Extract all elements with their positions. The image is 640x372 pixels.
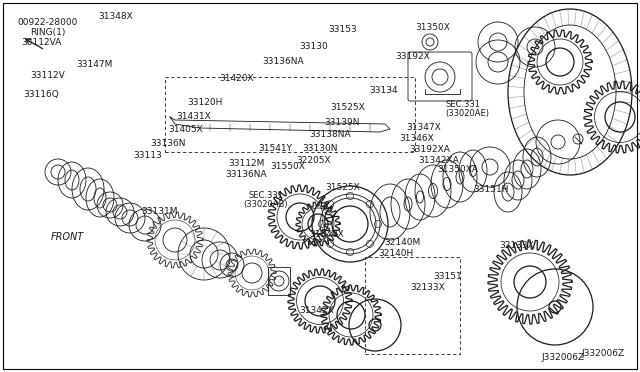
Text: 31525X: 31525X (330, 103, 365, 112)
Text: 31405X: 31405X (168, 125, 203, 134)
Text: 31550X: 31550X (271, 162, 305, 171)
Text: 31348X: 31348X (98, 12, 132, 21)
Text: J332006Z: J332006Z (541, 353, 585, 362)
Text: 31346X: 31346X (399, 134, 434, 143)
Text: 31350X: 31350X (415, 23, 450, 32)
Text: 32133X: 32133X (500, 241, 534, 250)
Text: 31340X: 31340X (309, 230, 344, 239)
Text: 31420X: 31420X (220, 74, 254, 83)
Text: 31347X: 31347X (406, 123, 441, 132)
Text: 31350XA: 31350XA (437, 165, 478, 174)
Text: 33130: 33130 (300, 42, 328, 51)
Text: 33112M: 33112M (228, 159, 264, 168)
Text: SEC.331: SEC.331 (446, 100, 481, 109)
Text: 31342XA: 31342XA (418, 156, 459, 165)
Text: 31431X: 31431X (177, 112, 211, 121)
Text: 33134: 33134 (370, 86, 398, 94)
Text: 33192XA: 33192XA (410, 145, 451, 154)
Text: 33139N: 33139N (324, 118, 360, 126)
Text: 32140H: 32140H (378, 249, 413, 258)
Text: 32133X: 32133X (410, 283, 445, 292)
Text: 31541Y: 31541Y (258, 144, 292, 153)
Text: RING(1): RING(1) (30, 28, 66, 37)
Text: 33151: 33151 (434, 272, 462, 280)
Text: 33136NA: 33136NA (262, 57, 305, 66)
Text: 33113: 33113 (133, 151, 161, 160)
Text: 31525X: 31525X (325, 183, 360, 192)
Text: 33116Q: 33116Q (24, 90, 60, 99)
Text: 33192X: 33192X (396, 52, 430, 61)
Text: 32140M: 32140M (384, 238, 420, 247)
Text: 33138NA: 33138NA (308, 130, 351, 139)
Text: 33131M: 33131M (141, 207, 179, 216)
Text: 33112VA: 33112VA (22, 38, 61, 47)
Text: 33136N: 33136N (150, 139, 186, 148)
Text: 33112V: 33112V (31, 71, 65, 80)
Text: FRONT: FRONT (51, 232, 84, 242)
Bar (268, 267, 290, 295)
Text: 33147M: 33147M (77, 60, 113, 69)
Text: 33130N: 33130N (302, 144, 338, 153)
Text: 33120H: 33120H (187, 98, 223, 107)
Text: SEC.331: SEC.331 (248, 191, 283, 200)
Text: 32205X: 32205X (296, 156, 331, 165)
Text: 33136NA: 33136NA (225, 170, 268, 179)
Text: J332006Z: J332006Z (582, 349, 625, 358)
Text: 31342X: 31342X (300, 306, 334, 315)
Text: 33151H: 33151H (474, 185, 509, 194)
Text: 00922-28000: 00922-28000 (18, 18, 78, 27)
Text: (33020AE): (33020AE) (445, 109, 489, 118)
Text: 33153: 33153 (328, 25, 356, 34)
Text: (33020AB): (33020AB) (243, 200, 288, 209)
